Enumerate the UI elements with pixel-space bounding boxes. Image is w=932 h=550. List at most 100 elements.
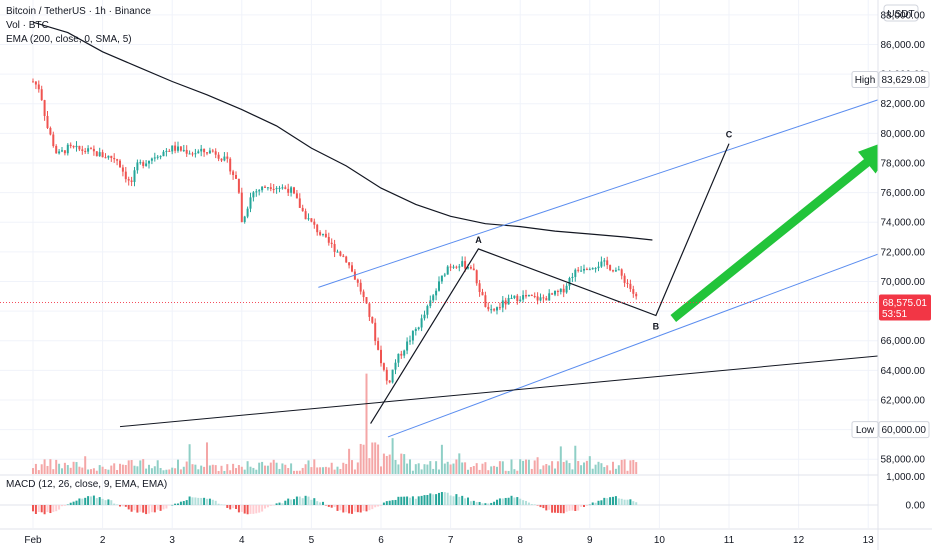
candle-body xyxy=(539,297,542,301)
price-axis-bg xyxy=(878,0,932,550)
candle-body xyxy=(446,266,449,275)
volume-bar xyxy=(185,461,188,474)
volume-bar xyxy=(504,470,507,474)
candle-body xyxy=(275,188,278,190)
candle-body xyxy=(298,198,301,208)
volume-bar xyxy=(235,468,237,474)
macd-bar xyxy=(313,498,316,505)
volume-bar xyxy=(113,463,116,474)
symbol-title[interactable]: Bitcoin / TetherUS · 1h · Binance xyxy=(6,6,151,17)
candle-body xyxy=(614,270,617,272)
candle-body xyxy=(84,150,87,152)
macd-legend[interactable]: MACD (12, 26, close, 9, EMA, EMA) xyxy=(6,479,168,490)
candle-body xyxy=(551,293,554,295)
ema-legend[interactable]: EMA (200, close, 0, SMA, 5) xyxy=(6,34,132,45)
volume-bar xyxy=(287,468,290,474)
macd-bar xyxy=(153,505,156,513)
macd-bar xyxy=(171,504,174,506)
volume-bar xyxy=(501,461,504,474)
macd-bar xyxy=(206,498,208,505)
macd-bar xyxy=(319,502,322,505)
volume-bar xyxy=(400,453,403,474)
macd-bar xyxy=(95,498,98,505)
candle-body xyxy=(536,296,539,301)
macd-bar xyxy=(255,505,258,514)
volume-bar xyxy=(382,453,385,474)
candle-body xyxy=(533,296,536,298)
volume-bar xyxy=(510,459,513,474)
macd-bar xyxy=(484,503,487,505)
macd-bar xyxy=(478,501,481,505)
macd-bar xyxy=(374,505,377,508)
candle-body xyxy=(391,369,394,383)
volume-bar xyxy=(162,470,165,474)
candle-body xyxy=(530,294,533,297)
macd-bar xyxy=(545,505,548,511)
volume-bar xyxy=(507,470,510,474)
volume-bar xyxy=(177,459,179,474)
volume-bar xyxy=(327,467,330,474)
candle-body xyxy=(368,303,371,317)
volume-bar xyxy=(310,467,313,474)
volume-bar xyxy=(429,461,432,474)
volume-bar xyxy=(194,464,197,474)
volume-bar xyxy=(609,470,612,474)
macd-bar xyxy=(226,505,229,508)
candle-body xyxy=(374,322,377,342)
low-value: 60,000.00 xyxy=(882,425,927,436)
volume-bar xyxy=(237,465,240,474)
volume-legend[interactable]: Vol · BTC xyxy=(6,20,49,31)
volume-bar xyxy=(484,462,487,474)
macd-bar xyxy=(409,497,411,505)
macd-bar xyxy=(295,496,298,505)
candle-body xyxy=(501,300,504,308)
macd-bar xyxy=(522,500,525,505)
volume-bar xyxy=(191,464,194,474)
y-tick-label: 78,000.00 xyxy=(881,158,926,169)
candle-body xyxy=(162,151,165,157)
volume-bar xyxy=(481,463,484,474)
candle-body xyxy=(87,148,90,152)
candle-body xyxy=(574,269,577,277)
volume-bar xyxy=(81,467,84,474)
candle-body xyxy=(324,233,327,237)
candle-body xyxy=(52,134,55,146)
macd-bar xyxy=(414,498,417,505)
candle-body xyxy=(371,316,374,323)
macd-bar xyxy=(339,505,342,511)
candle-body xyxy=(304,211,307,220)
macd-bar xyxy=(426,494,429,505)
macd-bar xyxy=(467,497,469,505)
macd-bar xyxy=(261,505,264,512)
candle-body xyxy=(330,242,333,244)
countdown-value: 53:51 xyxy=(882,309,907,320)
candle-body xyxy=(385,369,388,381)
candle-body xyxy=(110,155,113,159)
macd-bar xyxy=(188,496,191,505)
candle-body xyxy=(580,270,583,272)
macd-bar xyxy=(162,505,165,510)
volume-bar xyxy=(585,460,588,474)
macd-bar xyxy=(591,502,594,505)
high-label-box xyxy=(851,71,879,89)
candle-body xyxy=(507,298,510,305)
x-tick-label: 2 xyxy=(100,535,106,546)
macd-bar xyxy=(377,505,380,507)
last-price-tag xyxy=(879,294,931,321)
candle-body xyxy=(92,148,95,152)
macd-bar xyxy=(127,505,130,510)
macd-bar xyxy=(603,497,606,505)
macd-bar xyxy=(119,505,121,507)
volume-bar xyxy=(385,455,388,474)
volume-bar xyxy=(208,465,211,474)
candle-body xyxy=(101,152,104,158)
macd-bar xyxy=(87,496,90,505)
macd-bar xyxy=(139,505,142,512)
macd-bar xyxy=(368,505,371,511)
candle-body xyxy=(61,150,63,152)
volume-bar xyxy=(614,468,617,474)
volume-bar xyxy=(66,465,69,474)
volume-bar xyxy=(362,444,365,474)
macd-bar xyxy=(333,505,336,507)
